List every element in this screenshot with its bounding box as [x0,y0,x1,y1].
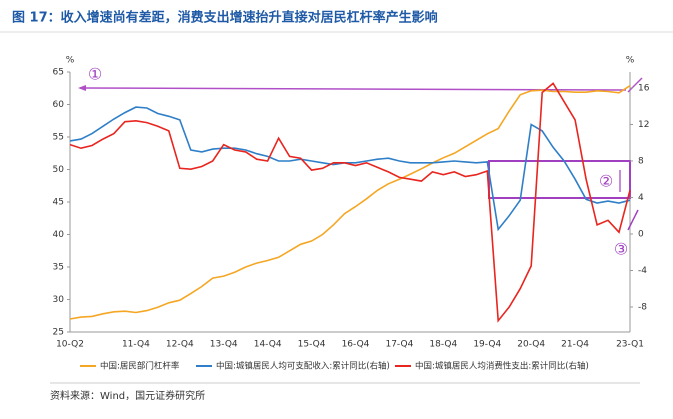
arrow-head [78,85,86,91]
annotation-arrow [627,209,639,231]
y2-tick-label: 0 [638,229,644,239]
y2-unit: % [626,56,635,66]
y2-tick-label: 16 [638,83,650,93]
annotation-arrow [627,77,643,93]
y2-tick-label: -4 [638,266,647,276]
y-tick-label: 50 [53,165,65,175]
y2-tick-label: -8 [638,302,647,312]
series-line [69,106,631,232]
legend-label: 中国:城镇居民人均消费性支出:累计同比(右轴) [415,361,589,372]
series-line [69,85,631,320]
y2-tick-label: 12 [638,120,649,130]
x-tick-label: 23-Q1 [616,340,644,350]
x-tick-label: 13-Q4 [210,340,238,350]
y-tick-label: 45 [53,198,64,208]
y-tick-label: 25 [53,328,64,338]
annotation-box [488,160,631,199]
y-tick-label: 30 [53,295,65,305]
x-tick-label: 15-Q4 [298,340,326,350]
annotation-arrow [79,87,627,91]
series-line [69,82,631,323]
x-tick-label: 19-Q4 [473,340,501,350]
y2-tick-label: 8 [638,156,644,166]
x-tick-label: 17-Q4 [385,340,413,350]
x-tick-label: 14-Q4 [254,340,282,350]
x-tick-label: 11-Q4 [122,340,150,350]
x-tick-label: 18-Q4 [429,340,457,350]
x-tick-label: 10-Q2 [56,340,84,350]
y-tick-label: 65 [53,68,64,78]
x-tick-label: 12-Q4 [166,340,194,350]
x-tick-label: 16-Q4 [342,340,370,350]
annotation: ③ [614,240,628,259]
y-tick-label: 60 [53,100,65,110]
chart-title: 图 17：收入增速尚有差距，消费支出增速抬升直接对居民杠杆率产生影响 [12,10,438,26]
annotation: ② [599,172,613,191]
legend-label: 中国:居民部门杠杆率 [100,361,180,372]
source: 资料来源：Wind，国元证券研究所 [50,389,205,402]
x-tick-label: 21-Q4 [561,340,589,350]
y-tick-label: 40 [53,230,65,240]
annotation: ① [88,65,102,84]
y-tick-label: 35 [53,263,64,273]
x-tick-label: 20-Q4 [517,340,545,350]
y2-tick-label: 4 [638,193,644,203]
y-tick-label: 55 [53,133,64,143]
y-unit: % [66,56,75,66]
legend-label: 中国:城镇居民人均可支配收入:累计同比(右轴) [216,361,390,372]
